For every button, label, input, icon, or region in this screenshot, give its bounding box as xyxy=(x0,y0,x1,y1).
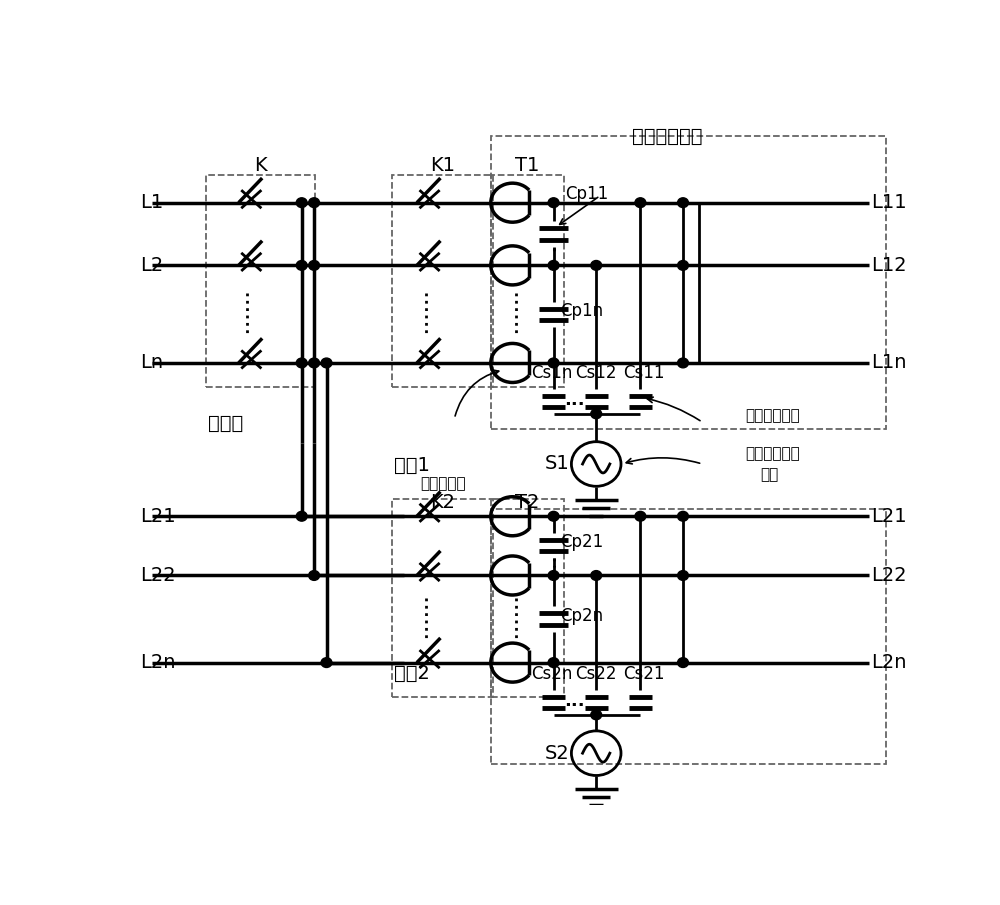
Bar xyxy=(392,499,493,698)
Circle shape xyxy=(591,710,602,719)
Text: 信号: 信号 xyxy=(761,467,779,482)
Circle shape xyxy=(591,409,602,419)
Text: L21: L21 xyxy=(140,507,176,526)
Text: Cs1n: Cs1n xyxy=(531,365,573,383)
Text: 串联耦合电容: 串联耦合电容 xyxy=(745,408,800,423)
Circle shape xyxy=(548,511,559,521)
Circle shape xyxy=(678,658,688,668)
Text: Ln: Ln xyxy=(140,354,164,373)
Text: Cs11: Cs11 xyxy=(624,365,665,383)
Text: ...: ... xyxy=(565,692,585,710)
Text: S2: S2 xyxy=(545,744,570,763)
Text: L2: L2 xyxy=(140,256,164,275)
Text: S1: S1 xyxy=(545,454,570,473)
Circle shape xyxy=(321,358,332,367)
Text: 高频检测激励: 高频检测激励 xyxy=(745,446,800,461)
Circle shape xyxy=(678,358,688,367)
Text: Cs22: Cs22 xyxy=(575,665,617,683)
Bar xyxy=(491,499,564,698)
Bar xyxy=(392,175,493,387)
Text: K1: K1 xyxy=(430,157,455,176)
Circle shape xyxy=(296,358,307,367)
Text: ...: ... xyxy=(565,391,585,409)
Text: Cs2n: Cs2n xyxy=(531,665,573,683)
Text: T1: T1 xyxy=(515,157,539,176)
Bar xyxy=(491,137,886,429)
Text: Cs21: Cs21 xyxy=(624,665,665,683)
Circle shape xyxy=(296,198,307,207)
Circle shape xyxy=(548,198,559,207)
Text: L1: L1 xyxy=(140,193,164,212)
Text: L22: L22 xyxy=(140,566,176,585)
Text: Cs12: Cs12 xyxy=(575,365,617,383)
Circle shape xyxy=(296,261,307,271)
Text: 断路器: 断路器 xyxy=(208,414,243,433)
Text: Cp11: Cp11 xyxy=(565,185,608,203)
Text: L12: L12 xyxy=(871,256,907,275)
Circle shape xyxy=(548,571,559,580)
Text: T2: T2 xyxy=(515,493,539,512)
Bar xyxy=(491,510,886,764)
Text: L21: L21 xyxy=(871,507,907,526)
Text: Cp1n: Cp1n xyxy=(560,301,603,319)
Circle shape xyxy=(309,198,320,207)
Circle shape xyxy=(309,571,320,580)
Text: L2n: L2n xyxy=(140,653,176,672)
Text: L22: L22 xyxy=(871,566,907,585)
Circle shape xyxy=(635,511,646,521)
Circle shape xyxy=(548,658,559,668)
Text: L1n: L1n xyxy=(871,354,907,373)
Circle shape xyxy=(321,658,332,668)
Text: 并联耦合电容: 并联耦合电容 xyxy=(632,127,703,146)
Text: L11: L11 xyxy=(871,193,907,212)
Text: 支路2: 支路2 xyxy=(394,663,430,682)
Text: K2: K2 xyxy=(430,493,455,512)
Circle shape xyxy=(309,261,320,271)
Circle shape xyxy=(548,358,559,367)
Text: Cp21: Cp21 xyxy=(560,533,603,551)
Circle shape xyxy=(296,511,307,521)
Circle shape xyxy=(678,261,688,271)
Text: Cp2n: Cp2n xyxy=(560,606,603,624)
Text: K: K xyxy=(254,157,267,176)
Circle shape xyxy=(548,261,559,271)
Text: L2n: L2n xyxy=(871,653,907,672)
Circle shape xyxy=(678,571,688,580)
Circle shape xyxy=(678,511,688,521)
Circle shape xyxy=(591,261,602,271)
Bar xyxy=(206,175,315,387)
Circle shape xyxy=(678,198,688,207)
Text: 支路1: 支路1 xyxy=(394,456,430,475)
Circle shape xyxy=(309,358,320,367)
Circle shape xyxy=(635,198,646,207)
Text: 共模扼流圈: 共模扼流圈 xyxy=(420,476,466,491)
Bar xyxy=(491,175,564,387)
Circle shape xyxy=(591,571,602,580)
